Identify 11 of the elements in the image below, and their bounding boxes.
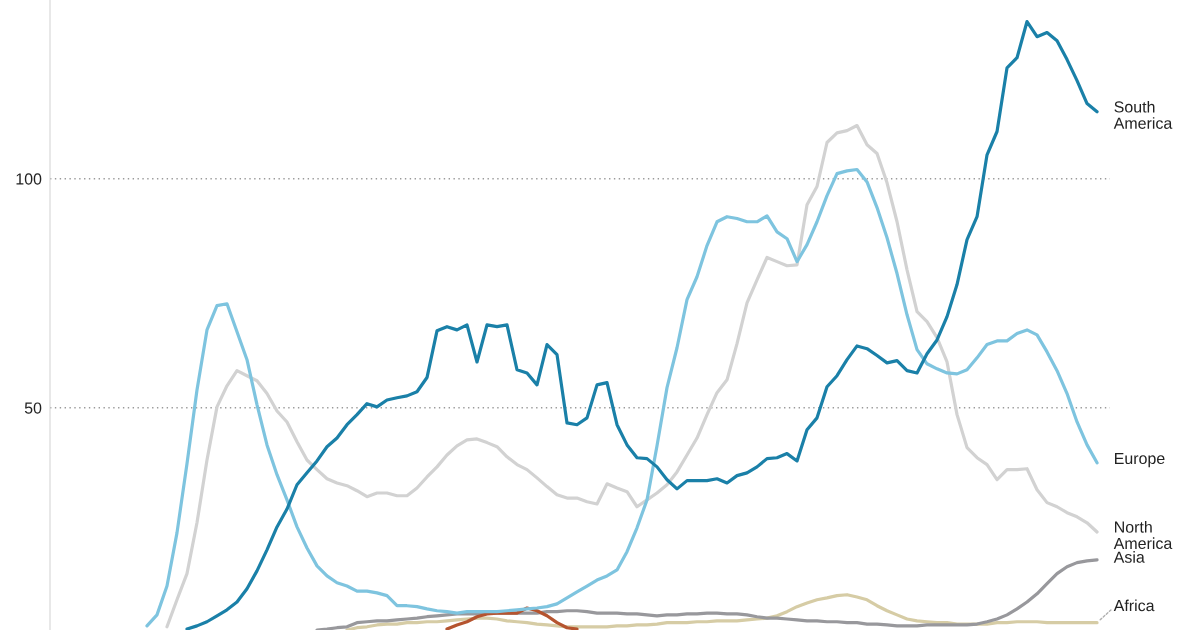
series-label: South America <box>1113 100 1173 129</box>
series-label: North America <box>1113 521 1173 550</box>
y-tick-label: 100 <box>16 173 42 185</box>
y-tick-label: 50 <box>24 402 42 414</box>
series-label: Europe <box>1115 452 1165 468</box>
series-label: Africa <box>1113 599 1155 612</box>
line-series <box>315 558 1099 630</box>
line-series <box>185 19 1099 630</box>
line-series <box>445 606 579 630</box>
series-label: Asia <box>1113 551 1145 563</box>
line-series <box>345 593 1099 630</box>
